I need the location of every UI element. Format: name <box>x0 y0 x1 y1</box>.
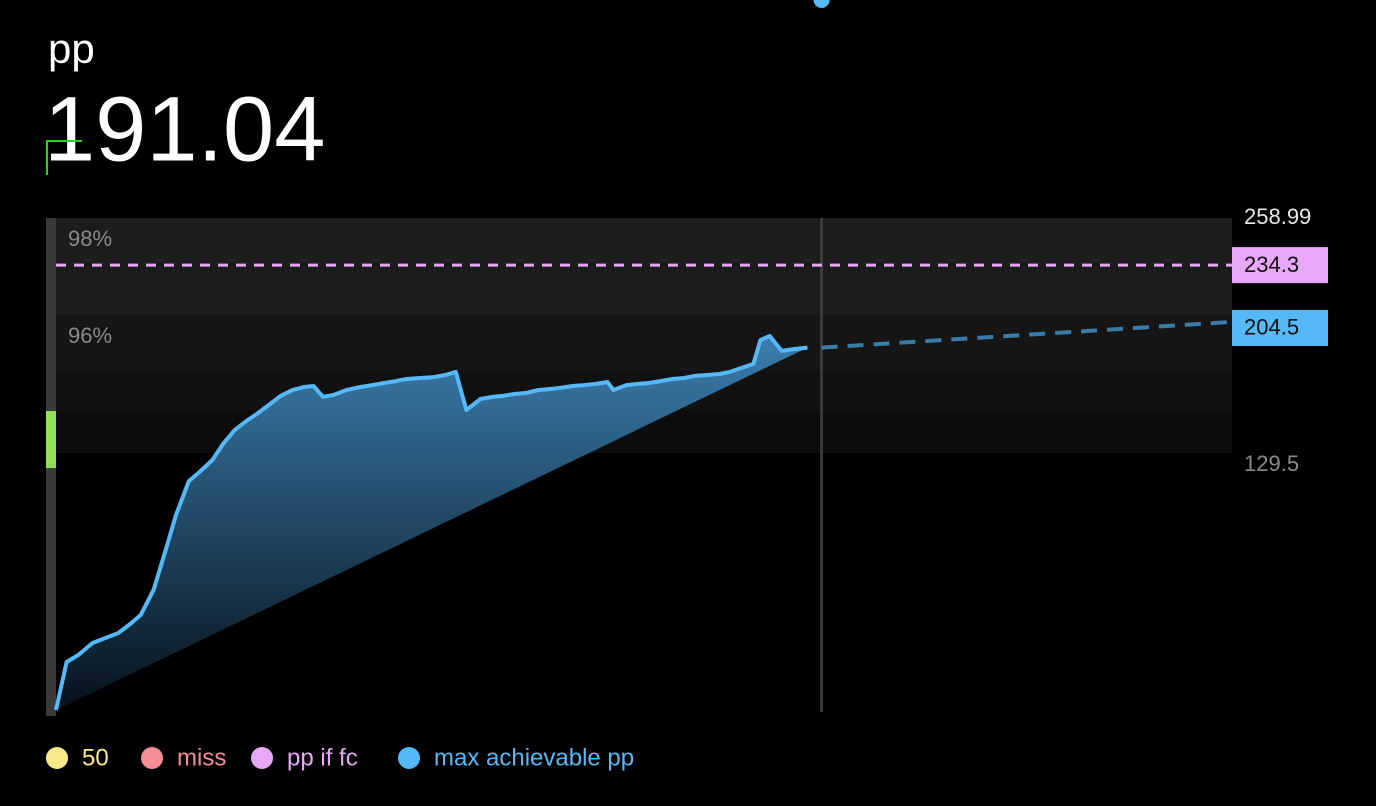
y-tick-label: 258.99 <box>1244 204 1311 229</box>
legend-label: pp if fc <box>287 744 358 771</box>
current-point <box>813 0 830 8</box>
chart-title: pp <box>48 25 95 72</box>
band-label: 96% <box>68 323 112 348</box>
legend-label: max achievable pp <box>434 744 634 771</box>
corner-marker <box>46 140 82 175</box>
current-value: 191.04 <box>44 78 325 180</box>
legend-label: miss <box>177 744 226 771</box>
accuracy-band <box>56 315 1232 372</box>
legend-label: 50 <box>82 744 109 771</box>
end-label-box <box>1232 309 1328 346</box>
legend-swatch <box>141 747 163 769</box>
legend-swatch <box>398 747 420 769</box>
area-fill <box>56 336 808 711</box>
legend-swatch <box>46 747 68 769</box>
band-label: 98% <box>68 226 112 251</box>
y-tick-label: 129.5 <box>1244 451 1299 476</box>
range-marker <box>46 411 56 469</box>
reference-label: 234.3 <box>1244 252 1299 277</box>
area-line <box>54 334 808 711</box>
legend-swatch <box>251 747 273 769</box>
end-label: 204.5 <box>1244 315 1299 340</box>
projection-line <box>821 319 1233 350</box>
reference-label-box <box>1232 247 1328 284</box>
